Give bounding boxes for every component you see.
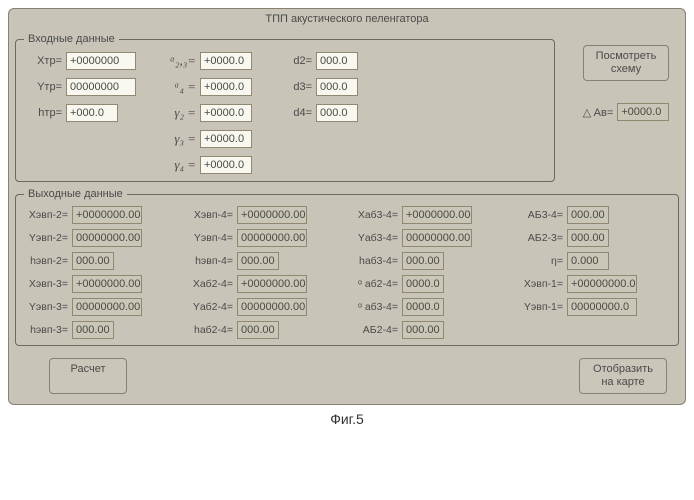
out-label: Yэвп-3= [24,301,68,313]
out-label: hаб2-4= [189,324,233,336]
out-label: Xэвп-3= [24,278,68,290]
field-av: +0000.0 [617,103,669,121]
out-label: Yаб3-4= [354,232,398,244]
field-d3[interactable] [316,78,358,96]
input-group: Входные данные Xтр= Yтр= hтр= ᵅ₂,₃= ᵅ₄ =… [15,33,555,182]
field-g4[interactable] [200,156,252,174]
out-field: 0000.0 [402,298,444,316]
out-field: 000.00 [237,252,279,270]
field-g3[interactable] [200,130,252,148]
out-field: +0000000.00 [72,275,142,293]
out-field: 00000000.0 [567,298,637,316]
out-field: 000.00 [72,321,114,339]
output-group: Выходные данные Xэвп-2= +0000000.00 Xэвп-4… [15,188,679,346]
lbl-xtr: Xтр= [24,55,62,67]
lbl-htr: hтр= [24,107,62,119]
out-label: Yэвп-4= [189,232,233,244]
field-a23[interactable] [200,52,252,70]
out-field: 000.00 [72,252,114,270]
out-label: АБ2-4= [354,324,398,336]
lbl-g3: γ₃ = [158,131,196,147]
input-col-3: d2= d3= d4= [274,51,358,175]
lbl-a23: ᵅ₂,₃= [158,53,196,69]
out-label: Xэвп-4= [189,209,233,221]
calc-button[interactable]: Расчет [49,358,127,394]
lbl-g2: γ₂ = [158,105,196,121]
out-label: hэвп-2= [24,255,68,267]
lbl-g4: γ₄ = [158,157,196,173]
field-g2[interactable] [200,104,252,122]
figure-caption: Фиг.5 [8,411,686,427]
out-label: Xаб2-4= [189,278,233,290]
out-field: 000.00 [402,321,444,339]
out-label: Xаб3-4= [354,209,398,221]
field-ytr[interactable] [66,78,136,96]
out-label: АБ3-4= [519,209,563,221]
out-field: 000.00 [567,206,609,224]
show-map-button[interactable]: Отобразить на карте [579,358,667,394]
bottom-buttons: Расчет Отобразить на карте [9,352,685,404]
out-label: ᵅ аб3-4= [354,301,398,313]
out-field: 00000000.00 [72,298,142,316]
out-field: 000.00 [402,252,444,270]
lbl-av: △ Aв= [583,106,614,119]
out-field: 000.00 [567,229,609,247]
out-field: 0.000 [567,252,609,270]
out-field: +0000000.00 [237,206,307,224]
input-col-1: Xтр= Yтр= hтр= [24,51,136,175]
out-field: 00000000.00 [237,298,307,316]
out-field: 00000000.00 [402,229,472,247]
out-label: Yэвп-1= [519,301,563,313]
input-col-2: ᵅ₂,₃= ᵅ₄ = γ₂ = γ₃ = γ₄ = [158,51,252,175]
out-label: АБ2-3= [519,232,563,244]
out-field: 00000000.00 [237,229,307,247]
out-field: 0000.0 [402,275,444,293]
window-title: ТПП акустического пеленгатора [9,9,685,31]
field-xtr[interactable] [66,52,136,70]
field-a4[interactable] [200,78,252,96]
main-window: ТПП акустического пеленгатора Входные да… [8,8,686,405]
lbl-d4: d4= [274,107,312,119]
lbl-ytr: Yтр= [24,81,62,93]
out-label: ᵅ аб2-4= [354,278,398,290]
lbl-a4: ᵅ₄ = [158,79,196,95]
out-label: hаб3-4= [354,255,398,267]
field-d4[interactable] [316,104,358,122]
out-field: +0000000.00 [237,275,307,293]
input-legend: Входные данные [24,33,119,45]
out-field: 000.00 [237,321,279,339]
out-field: 00000000.00 [72,229,142,247]
field-d2[interactable] [316,52,358,70]
view-scheme-button[interactable]: Посмотреть схему [583,45,669,81]
out-field: +0000000.00 [402,206,472,224]
field-htr[interactable] [66,104,118,122]
out-label: Yаб2-4= [189,301,233,313]
output-legend: Выходные данные [24,188,127,200]
side-zone: Посмотреть схему △ Aв= +0000.0 [577,45,675,121]
out-label: η= [519,255,563,267]
out-label: Yэвп-2= [24,232,68,244]
out-label: hэвп-3= [24,324,68,336]
out-field: +00000000.0 [567,275,637,293]
lbl-d2: d2= [274,55,312,67]
lbl-d3: d3= [274,81,312,93]
out-label: hэвп-4= [189,255,233,267]
output-grid: Xэвп-2= +0000000.00 Xэвп-4= +0000000.00 Xаб3… [24,206,670,339]
out-label: Xэвп-1= [519,278,563,290]
out-field: +0000000.00 [72,206,142,224]
out-label: Xэвп-2= [24,209,68,221]
